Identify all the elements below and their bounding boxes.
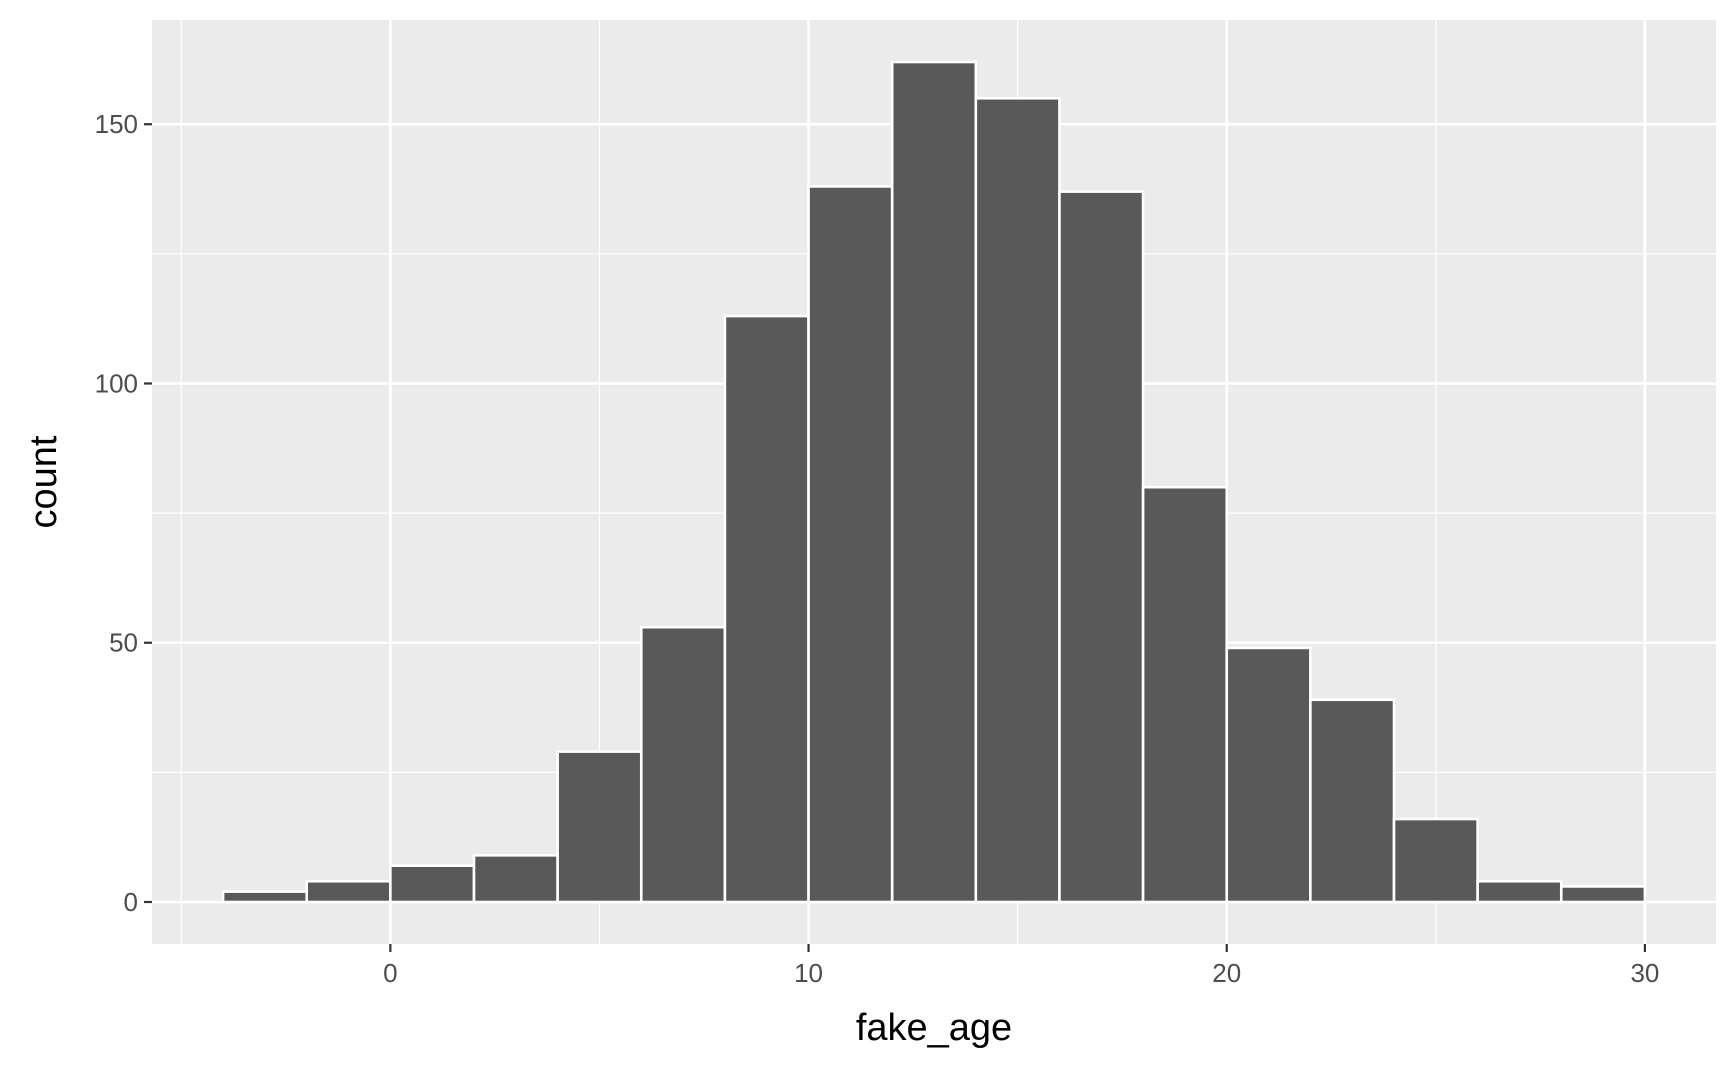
histogram-bar [1225, 646, 1312, 904]
x-tick-label: 20 [1212, 958, 1241, 988]
y-tick-label: 0 [124, 887, 138, 917]
x-tick-label: 10 [794, 958, 823, 988]
histogram-bar [305, 879, 392, 904]
histogram-bar [723, 314, 810, 904]
histogram-bar [974, 96, 1061, 904]
histogram-bar [472, 854, 559, 904]
histogram-bar [1559, 885, 1647, 904]
histogram-bar [1141, 485, 1229, 904]
histogram-bar [1392, 817, 1479, 904]
histogram-bar [1476, 879, 1563, 904]
y-tick-label: 100 [95, 368, 138, 398]
y-axis-title: count [23, 435, 65, 528]
histogram-bar [221, 890, 309, 904]
x-axis-title: fake_age [856, 1007, 1012, 1049]
histogram-bar [639, 625, 727, 904]
y-axis: 0 50 100 150 [95, 109, 152, 917]
histogram-bar [1309, 698, 1396, 904]
x-tick-label: 30 [1630, 958, 1659, 988]
histogram-bar [807, 185, 894, 904]
y-tick-label: 150 [95, 109, 138, 139]
x-tick-label: 0 [383, 958, 397, 988]
histogram-bar [890, 60, 978, 904]
x-axis: 0 10 20 30 [383, 944, 1659, 988]
histogram-bar [1058, 190, 1145, 904]
y-tick-label: 50 [109, 628, 138, 658]
histogram-bar [389, 864, 476, 904]
histogram-bar [556, 750, 643, 904]
histogram-bars [221, 60, 1647, 904]
